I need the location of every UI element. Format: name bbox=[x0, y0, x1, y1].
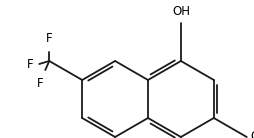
Text: F: F bbox=[27, 59, 33, 71]
Text: CH: CH bbox=[251, 131, 254, 138]
Text: OH: OH bbox=[172, 5, 190, 18]
Text: F: F bbox=[37, 77, 43, 90]
Text: F: F bbox=[46, 32, 53, 45]
